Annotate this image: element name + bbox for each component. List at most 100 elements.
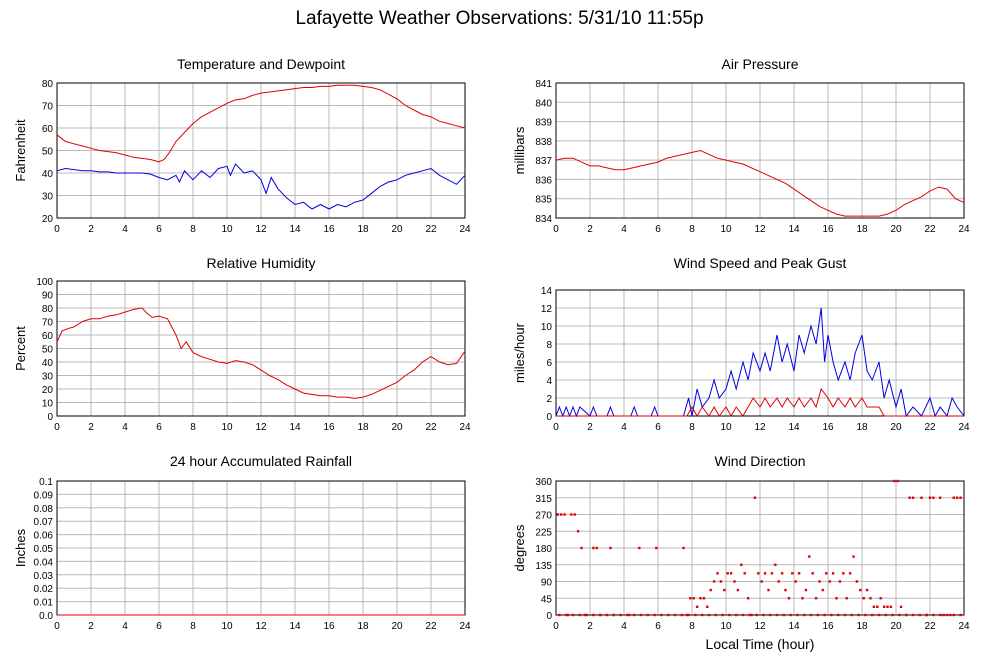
y-tick-label: 8	[546, 340, 552, 351]
y-tick-label: 10	[541, 322, 553, 333]
x-tick-label: 14	[289, 422, 301, 433]
data-point	[809, 613, 813, 617]
data-point	[653, 613, 656, 617]
data-point	[843, 613, 847, 617]
data-point	[780, 572, 784, 575]
y-tick-label: 180	[535, 544, 552, 555]
data-point	[862, 597, 865, 600]
data-point	[627, 613, 631, 617]
x-tick-label: 4	[122, 224, 128, 235]
data-point	[740, 563, 743, 566]
x-tick-label: 18	[856, 224, 868, 235]
x-tick-label: 6	[156, 621, 162, 632]
x-tick-label: 24	[958, 422, 970, 433]
data-point	[787, 597, 791, 600]
y-tick-label: 2	[546, 394, 552, 405]
y-axis-label: Percent	[13, 326, 28, 371]
y-tick-label: 40	[42, 358, 54, 369]
y-tick-label: 90	[541, 578, 553, 589]
x-tick-label: 16	[323, 224, 335, 235]
y-axis-label: degrees	[512, 524, 527, 571]
data-point	[592, 546, 595, 550]
y-tick-label: 60	[42, 124, 54, 135]
x-tick-label: 14	[788, 621, 800, 632]
x-tick-label: 2	[587, 224, 593, 235]
x-tick-label: 12	[255, 621, 267, 632]
y-tick-label: 50	[42, 147, 54, 158]
data-point	[748, 613, 751, 617]
data-point	[872, 605, 876, 609]
chart-title: Wind Direction	[714, 453, 805, 469]
data-point	[898, 613, 901, 617]
data-point	[871, 613, 874, 617]
data-point	[714, 613, 717, 617]
x-tick-label: 10	[221, 621, 233, 632]
series-line	[56, 163, 466, 210]
series-line	[56, 84, 466, 163]
data-point	[716, 572, 719, 575]
data-point	[855, 580, 859, 583]
data-point	[682, 546, 685, 550]
x-tick-label: 24	[958, 621, 970, 632]
data-point	[701, 613, 704, 617]
x-tick-label: 0	[553, 621, 559, 632]
data-point	[571, 613, 575, 617]
data-point	[850, 613, 853, 617]
x-tick-label: 0	[54, 422, 60, 433]
y-tick-label: 20	[42, 214, 54, 225]
x-tick-label: 10	[720, 224, 732, 235]
data-point	[723, 588, 726, 592]
chart-title: Wind Speed and Peak Gust	[674, 255, 847, 271]
data-point	[646, 613, 649, 617]
data-point	[869, 597, 872, 600]
x-tick-label: 8	[190, 422, 196, 433]
y-tick-label: 835	[535, 195, 552, 206]
data-point	[911, 613, 915, 617]
data-point	[825, 572, 828, 575]
x-tick-label: 0	[553, 422, 559, 433]
x-tick-label: 4	[621, 224, 627, 235]
x-tick-label: 2	[587, 422, 593, 433]
data-point	[823, 613, 826, 617]
data-point	[609, 546, 612, 550]
data-point	[842, 572, 845, 575]
data-point	[920, 496, 923, 499]
y-tick-label: 30	[42, 192, 54, 203]
data-point	[828, 580, 831, 583]
series-line	[555, 307, 965, 418]
data-point	[736, 588, 740, 592]
data-point	[687, 613, 690, 617]
x-tick-label: 8	[689, 621, 695, 632]
data-point	[932, 496, 935, 499]
x-tick-label: 4	[621, 621, 627, 632]
y-tick-label: 0.09	[34, 490, 54, 501]
x-tick-label: 24	[459, 224, 471, 235]
data-point	[762, 613, 765, 617]
data-point	[952, 496, 955, 499]
y-tick-label: 0.06	[34, 531, 54, 542]
data-point	[821, 588, 825, 592]
data-point	[818, 580, 821, 583]
y-tick-label: 50	[42, 345, 54, 356]
x-tick-label: 22	[425, 621, 437, 632]
data-point	[576, 530, 580, 533]
y-tick-label: 838	[535, 137, 552, 148]
x-tick-label: 18	[856, 621, 868, 632]
x-tick-label: 20	[890, 422, 902, 433]
data-point	[796, 613, 799, 617]
data-point	[864, 613, 867, 617]
x-tick-label: 2	[88, 621, 94, 632]
y-tick-label: 0	[546, 412, 552, 423]
data-point	[891, 613, 894, 617]
data-point	[660, 613, 663, 617]
y-tick-label: 837	[535, 156, 552, 167]
data-point	[639, 613, 643, 617]
y-axis-label: Inches	[13, 528, 28, 567]
data-point	[757, 572, 760, 575]
x-tick-label: 12	[255, 224, 267, 235]
y-tick-label: 70	[42, 102, 54, 113]
